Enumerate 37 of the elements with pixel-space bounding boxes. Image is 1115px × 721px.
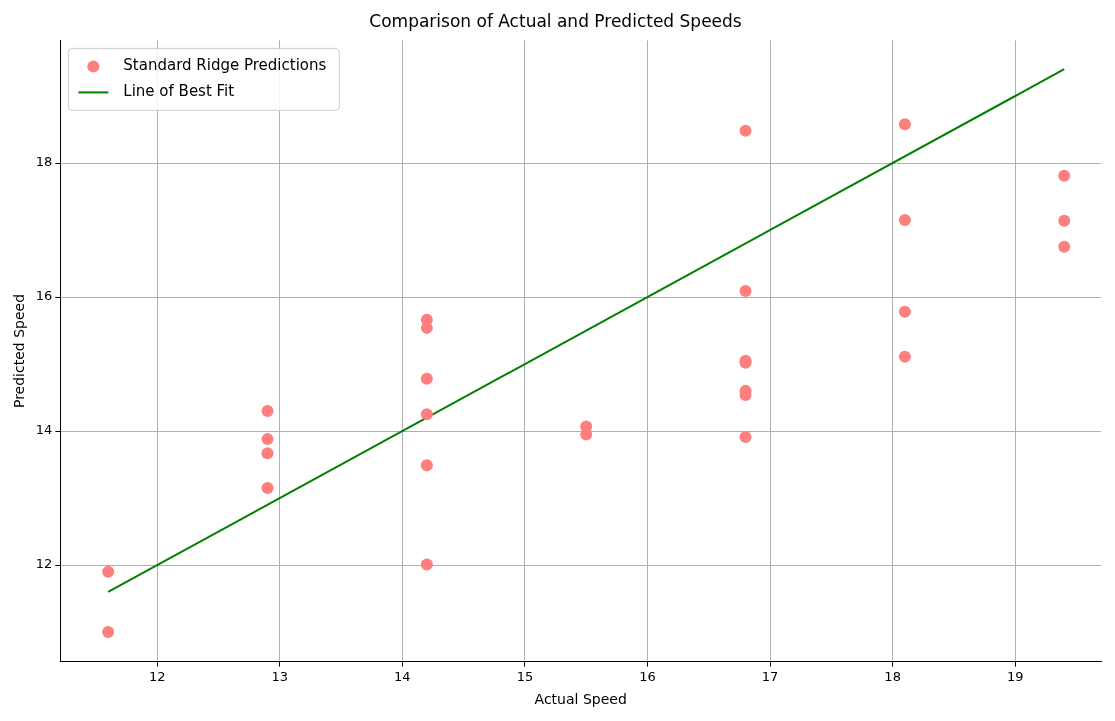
y-axis-title: Predicted Speed	[11, 293, 28, 409]
point	[898, 213, 911, 226]
legend-label: Standard Ridge Predictions	[123, 56, 327, 75]
point	[102, 626, 115, 639]
point	[261, 404, 274, 417]
point	[1058, 214, 1071, 227]
point	[898, 350, 911, 363]
y-tick-label: 14	[35, 422, 53, 438]
x-tick-label: 16	[639, 668, 656, 684]
point	[898, 118, 911, 131]
point	[898, 305, 911, 318]
chart-title: Comparison of Actual and Predicted Speeds	[369, 10, 742, 31]
x-tick-label: 17	[761, 668, 779, 684]
y-tick-label: 18	[35, 154, 53, 170]
point	[739, 431, 752, 444]
x-tick-label: 13	[271, 668, 289, 684]
x-tick-label: 12	[148, 668, 166, 684]
point	[102, 565, 115, 578]
point	[1058, 169, 1071, 182]
point	[420, 558, 433, 571]
point	[261, 447, 274, 460]
point	[420, 459, 433, 472]
x-tick-label: 19	[1006, 668, 1024, 684]
legend-label: Line of Best Fit	[123, 82, 235, 101]
y-tick-label: 12	[35, 556, 53, 572]
y-tick-label: 16	[35, 288, 53, 304]
point	[261, 433, 274, 446]
x-tick-label: 15	[516, 668, 534, 684]
x-tick-label: 14	[394, 668, 411, 684]
point	[739, 285, 752, 298]
point	[261, 482, 274, 495]
point	[420, 372, 433, 385]
point	[1058, 240, 1071, 253]
point	[739, 124, 752, 137]
point	[420, 408, 433, 421]
x-tick-label: 18	[884, 668, 901, 684]
x-axis-title: Actual Speed	[534, 691, 627, 708]
